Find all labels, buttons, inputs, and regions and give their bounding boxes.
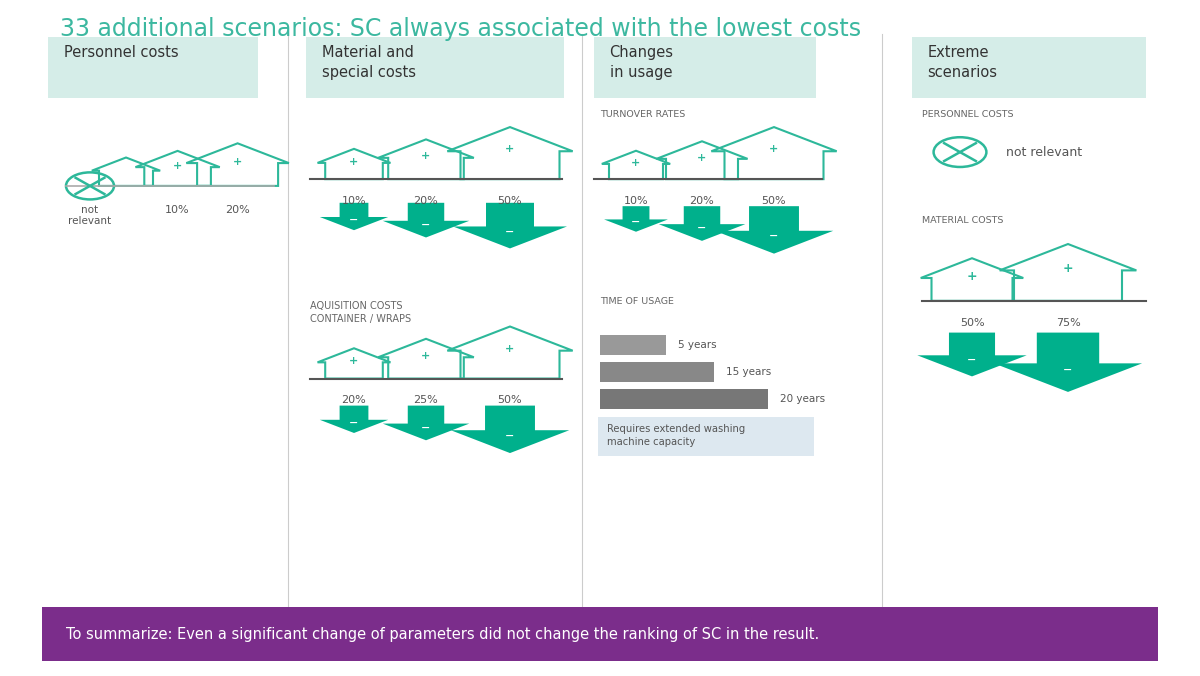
Polygon shape <box>454 203 568 249</box>
Text: Extreme
scenarios: Extreme scenarios <box>928 45 997 80</box>
Text: +: + <box>233 157 242 166</box>
Text: 20 years: 20 years <box>780 394 826 404</box>
Text: −: − <box>967 355 977 365</box>
Text: 50%: 50% <box>960 318 984 328</box>
Text: +: + <box>173 161 182 171</box>
Text: 75%: 75% <box>1056 318 1080 328</box>
FancyBboxPatch shape <box>598 417 814 456</box>
Text: +: + <box>421 151 431 162</box>
Text: +: + <box>505 344 515 354</box>
Text: −: − <box>505 431 515 441</box>
Text: Personnel costs: Personnel costs <box>64 45 179 60</box>
Bar <box>600 335 666 355</box>
Text: +: + <box>697 153 707 162</box>
Text: 33 additional scenarios: SC always associated with the lowest costs: 33 additional scenarios: SC always assoc… <box>60 17 862 41</box>
FancyBboxPatch shape <box>594 37 816 98</box>
Text: −: − <box>421 422 431 433</box>
Text: +: + <box>349 356 359 366</box>
Text: +: + <box>967 270 977 283</box>
Text: +: + <box>349 157 359 167</box>
Text: +: + <box>631 158 641 168</box>
Text: not
relevant: not relevant <box>68 205 112 226</box>
Text: −: − <box>631 217 641 227</box>
Text: −: − <box>769 231 779 241</box>
Text: 10%: 10% <box>166 205 190 215</box>
Text: TIME OF USAGE: TIME OF USAGE <box>600 297 674 306</box>
FancyBboxPatch shape <box>42 607 1158 661</box>
Text: Requires extended washing
machine capacity: Requires extended washing machine capaci… <box>607 424 745 447</box>
Polygon shape <box>604 206 668 232</box>
Text: not relevant: not relevant <box>1006 145 1081 159</box>
Polygon shape <box>451 406 569 453</box>
FancyBboxPatch shape <box>48 37 258 98</box>
Polygon shape <box>917 333 1027 377</box>
Text: −: − <box>697 223 707 233</box>
Text: MATERIAL COSTS: MATERIAL COSTS <box>922 216 1003 225</box>
Polygon shape <box>659 206 745 241</box>
FancyBboxPatch shape <box>912 37 1146 98</box>
Text: −: − <box>349 215 359 225</box>
Bar <box>600 389 768 409</box>
Text: 5 years: 5 years <box>678 340 716 349</box>
Text: AQUISITION COSTS
CONTAINER / WRAPS: AQUISITION COSTS CONTAINER / WRAPS <box>310 301 410 324</box>
Text: 20%: 20% <box>342 395 366 406</box>
Text: 50%: 50% <box>498 395 522 406</box>
Text: 25%: 25% <box>414 395 438 406</box>
Text: TURNOVER RATES: TURNOVER RATES <box>600 110 685 118</box>
Text: −: − <box>1063 365 1073 375</box>
Text: 20%: 20% <box>414 196 438 206</box>
Polygon shape <box>319 203 389 230</box>
Text: 20%: 20% <box>226 205 250 215</box>
Text: Material and
special costs: Material and special costs <box>322 45 415 80</box>
Text: +: + <box>505 145 515 154</box>
Polygon shape <box>994 333 1142 392</box>
Text: −: − <box>349 418 359 428</box>
Polygon shape <box>383 406 469 440</box>
Text: −: − <box>505 226 515 237</box>
Text: +: + <box>421 351 431 361</box>
FancyBboxPatch shape <box>306 37 564 98</box>
Text: 10%: 10% <box>624 196 648 206</box>
Bar <box>600 362 714 382</box>
Polygon shape <box>383 203 469 237</box>
Text: −: − <box>421 220 431 230</box>
Text: Changes
in usage: Changes in usage <box>610 45 673 80</box>
Polygon shape <box>319 406 389 433</box>
Text: +: + <box>1063 262 1073 275</box>
Text: +: + <box>769 145 779 154</box>
Polygon shape <box>715 206 833 254</box>
Text: 20%: 20% <box>690 196 714 206</box>
Text: PERSONNEL COSTS: PERSONNEL COSTS <box>922 110 1013 118</box>
Text: 50%: 50% <box>762 196 786 206</box>
Text: 15 years: 15 years <box>726 367 772 377</box>
Text: To summarize: Even a significant change of parameters did not change the ranking: To summarize: Even a significant change … <box>66 627 820 642</box>
Text: 10%: 10% <box>342 196 366 206</box>
Text: 50%: 50% <box>498 196 522 206</box>
